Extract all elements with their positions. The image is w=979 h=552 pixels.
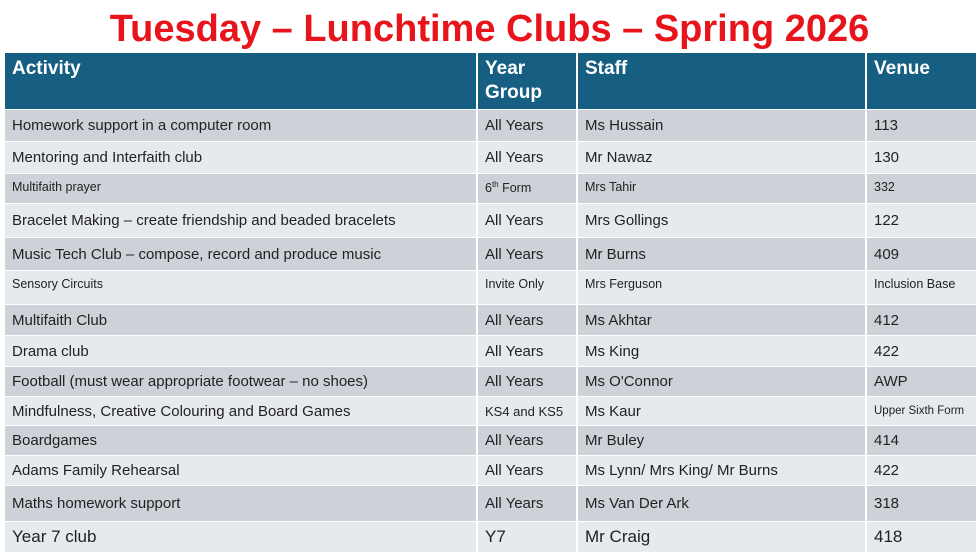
table-row: Mentoring and Interfaith club All Years Mr… bbox=[5, 141, 976, 174]
cell-year: 6th Form bbox=[477, 173, 578, 204]
cell-activity: Year 7 club bbox=[5, 521, 478, 552]
cell-venue: 113 bbox=[866, 109, 976, 142]
cell-year: All Years bbox=[477, 141, 578, 174]
cell-activity: Drama club bbox=[5, 335, 478, 367]
cell-venue: Upper Sixth Form bbox=[866, 396, 976, 426]
cell-venue: 318 bbox=[866, 485, 976, 522]
table-row: Maths homework support All Years Ms Van De… bbox=[5, 485, 976, 522]
cell-activity: Music Tech Club – compose, record and pr… bbox=[5, 237, 478, 271]
table-row: Music Tech Club – compose, record and pr… bbox=[5, 237, 976, 271]
cell-staff: Ms Van Der Ark bbox=[577, 485, 867, 522]
cell-activity: Mindfulness, Creative Colouring and Boar… bbox=[5, 396, 478, 426]
cell-year: All Years bbox=[477, 366, 578, 397]
header-activity: Activity bbox=[5, 53, 478, 110]
table-row: Mindfulness, Creative Colouring and Boar… bbox=[5, 396, 976, 426]
cell-venue: AWP bbox=[866, 366, 976, 397]
cell-venue: 412 bbox=[866, 304, 976, 336]
page-title: Tuesday – Lunchtime Clubs – Spring 2026 bbox=[109, 8, 870, 50]
cell-staff: Mrs Gollings bbox=[577, 203, 867, 238]
cell-staff: Mr Buley bbox=[577, 425, 867, 456]
cell-staff: Mr Burns bbox=[577, 237, 867, 271]
cell-activity: Boardgames bbox=[5, 425, 478, 456]
cell-venue: 422 bbox=[866, 335, 976, 367]
cell-venue: 414 bbox=[866, 425, 976, 456]
cell-activity: Sensory Circuits bbox=[5, 270, 478, 305]
cell-year: All Years bbox=[477, 425, 578, 456]
cell-venue: 422 bbox=[866, 455, 976, 486]
cell-venue: 130 bbox=[866, 141, 976, 174]
table-row: Adams Family Rehearsal All Years Ms Lynn/ … bbox=[5, 455, 976, 486]
cell-staff: Ms Akhtar bbox=[577, 304, 867, 336]
cell-staff: Mr Craig bbox=[577, 521, 867, 552]
cell-venue: 122 bbox=[866, 203, 976, 238]
cell-venue: 409 bbox=[866, 237, 976, 271]
cell-year: All Years bbox=[477, 335, 578, 367]
cell-staff: Ms O'Connor bbox=[577, 366, 867, 397]
cell-year: All Years bbox=[477, 304, 578, 336]
table-row: Year 7 club Y7 Mr Craig 418 bbox=[5, 521, 976, 552]
table-row: Drama club All Years Ms King 422 bbox=[5, 335, 976, 367]
cell-year: All Years bbox=[477, 455, 578, 486]
cell-activity: Bracelet Making – create friendship and … bbox=[5, 203, 478, 238]
cell-year: All Years bbox=[477, 485, 578, 522]
cell-activity: Multifaith Club bbox=[5, 304, 478, 336]
table-row: Sensory Circuits Invite Only Mrs Ferguson I… bbox=[5, 270, 976, 305]
table-row: Multifaith Club All Years Ms Akhtar 412 bbox=[5, 304, 976, 336]
header-staff: Staff bbox=[577, 53, 867, 110]
header-year-group: Year Group bbox=[477, 53, 578, 110]
cell-venue: Inclusion Base bbox=[866, 270, 976, 305]
header-row: Activity Year Group Staff Venue bbox=[5, 53, 976, 110]
cell-staff: Mr Nawaz bbox=[577, 141, 867, 174]
clubs-table: Activity Year Group Staff Venue Homework… bbox=[5, 53, 976, 552]
cell-activity: Mentoring and Interfaith club bbox=[5, 141, 478, 174]
header-venue: Venue bbox=[866, 53, 976, 110]
table-row: Football (must wear appropriate footwear… bbox=[5, 366, 976, 397]
cell-year: Y7 bbox=[477, 521, 578, 552]
cell-staff: Ms Hussain bbox=[577, 109, 867, 142]
cell-activity: Adams Family Rehearsal bbox=[5, 455, 478, 486]
table-row: Multifaith prayer 6th Form Mrs Tahir 332 bbox=[5, 173, 976, 204]
cell-year: Invite Only bbox=[477, 270, 578, 305]
cell-activity: Homework support in a computer room bbox=[5, 109, 478, 142]
cell-staff: Mrs Ferguson bbox=[577, 270, 867, 305]
cell-venue: 332 bbox=[866, 173, 976, 204]
cell-venue: 418 bbox=[866, 521, 976, 552]
cell-year: All Years bbox=[477, 203, 578, 238]
cell-year: All Years bbox=[477, 237, 578, 271]
cell-activity: Maths homework support bbox=[5, 485, 478, 522]
cell-year: All Years bbox=[477, 109, 578, 142]
cell-activity: Football (must wear appropriate footwear… bbox=[5, 366, 478, 397]
cell-staff: Ms King bbox=[577, 335, 867, 367]
cell-staff: Mrs Tahir bbox=[577, 173, 867, 204]
cell-activity: Multifaith prayer bbox=[5, 173, 478, 204]
cell-year: KS4 and KS5 bbox=[477, 396, 578, 426]
table-row: Bracelet Making – create friendship and … bbox=[5, 203, 976, 238]
cell-staff: Ms Kaur bbox=[577, 396, 867, 426]
table-row: Homework support in a computer room All Y… bbox=[5, 109, 976, 142]
table-row: Boardgames All Years Mr Buley 414 bbox=[5, 425, 976, 456]
cell-staff: Ms Lynn/ Mrs King/ Mr Burns bbox=[577, 455, 867, 486]
